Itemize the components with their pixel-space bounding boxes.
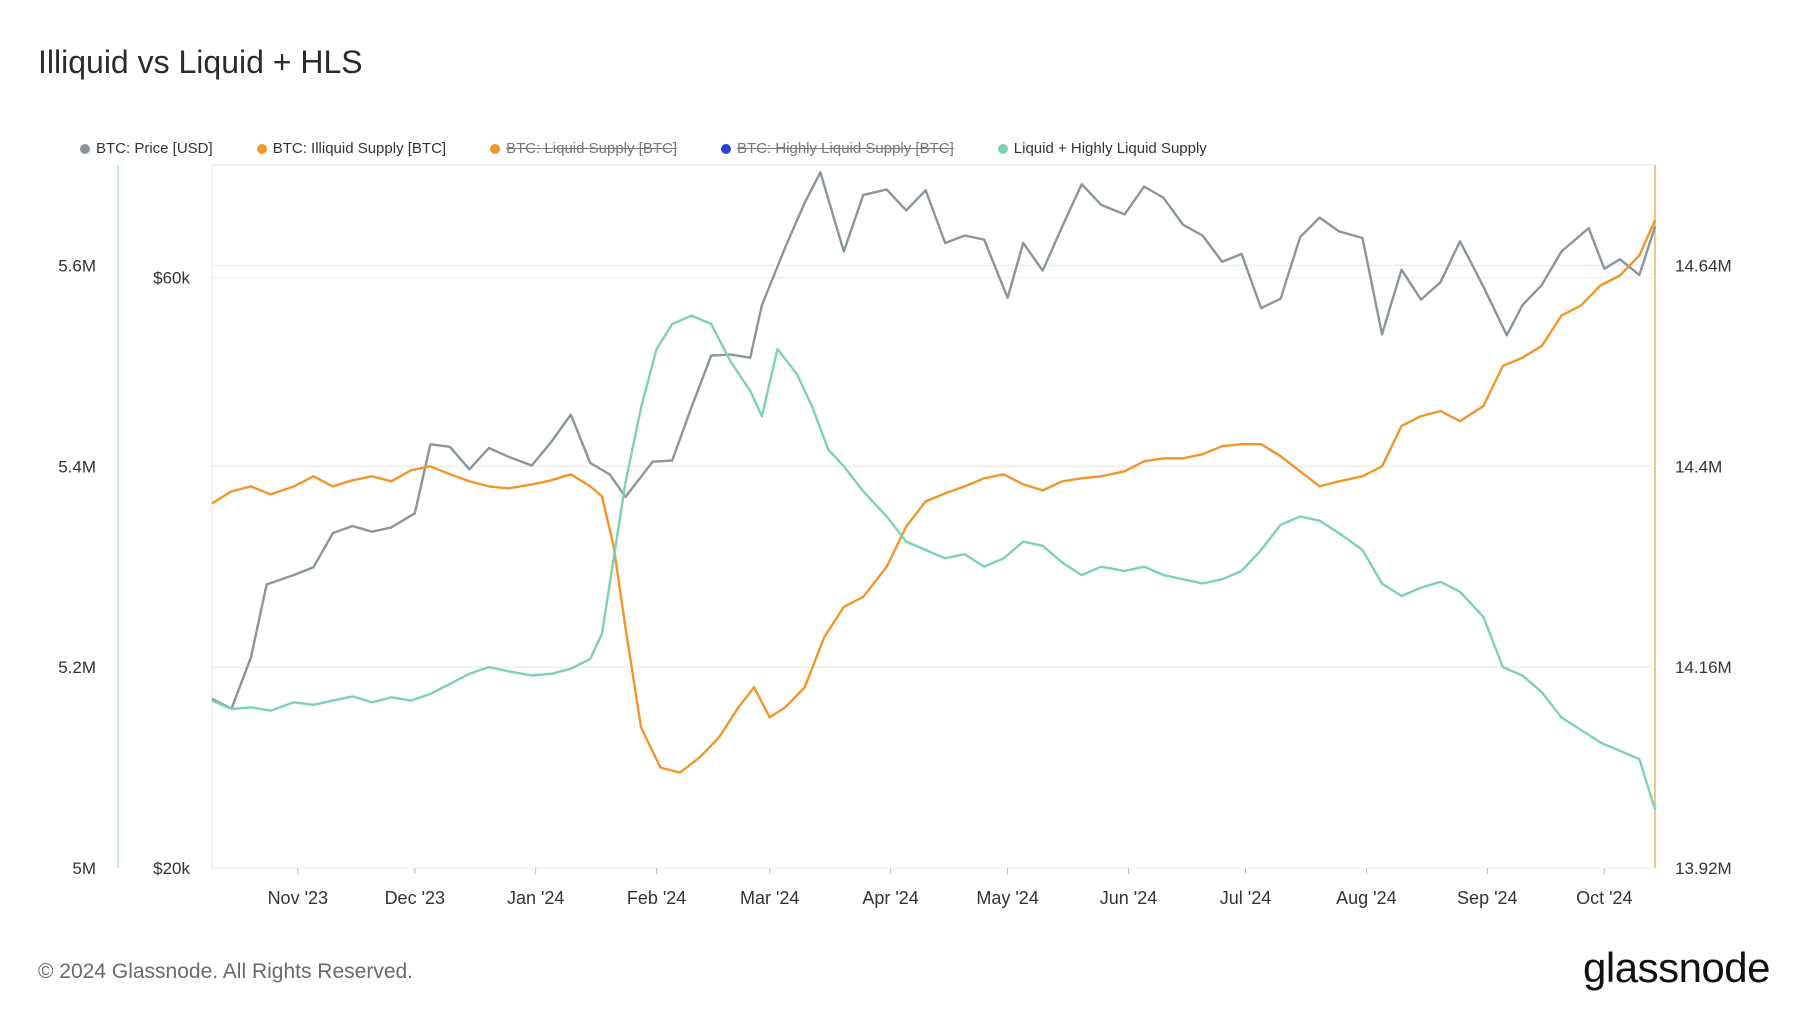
y-tick-label-left: 5.4M bbox=[58, 457, 96, 476]
legend-dot-icon bbox=[490, 143, 501, 154]
x-tick-label: Dec '23 bbox=[385, 888, 445, 908]
copyright-footer: © 2024 Glassnode. All Rights Reserved. bbox=[38, 960, 414, 983]
legend-item-price[interactable]: BTC: Price [USD] bbox=[80, 140, 213, 157]
series-line-liquid-highly-liquid-supply bbox=[211, 314, 1657, 810]
series-line-btc-illiquid-supply-btc bbox=[211, 219, 1657, 774]
x-tick-label: Feb '24 bbox=[627, 888, 686, 908]
x-tick-label: Oct '24 bbox=[1576, 888, 1632, 908]
legend-label: BTC: Liquid Supply [BTC] bbox=[506, 140, 677, 157]
chart-legend: BTC: Price [USD] BTC: Illiquid Supply [B… bbox=[80, 140, 1251, 157]
y-tick-label-right: 14.64M bbox=[1675, 256, 1732, 275]
glassnode-logo: glassnode bbox=[1583, 944, 1770, 991]
x-tick-label: May '24 bbox=[976, 888, 1038, 908]
legend-label: Liquid + Highly Liquid Supply bbox=[1013, 140, 1207, 157]
x-tick-label: Mar '24 bbox=[740, 888, 799, 908]
legend-label: BTC: Highly Liquid Supply [BTC] bbox=[737, 140, 954, 157]
chart-title: Illiquid vs Liquid + HLS bbox=[38, 44, 363, 80]
y-tick-label-right: 13.92M bbox=[1675, 859, 1732, 878]
x-tick-label: Nov '23 bbox=[268, 888, 328, 908]
legend-item-illiquid-supply[interactable]: BTC: Illiquid Supply [BTC] bbox=[256, 140, 447, 157]
x-tick-label: Jun '24 bbox=[1100, 888, 1157, 908]
legend-dot-icon bbox=[997, 143, 1008, 154]
legend-item-liquid-plus-hls[interactable]: Liquid + Highly Liquid Supply bbox=[997, 140, 1207, 157]
plot-frame bbox=[211, 164, 1656, 869]
y-tick-label-left: 5M bbox=[72, 859, 96, 878]
x-tick-label: Sep '24 bbox=[1457, 888, 1518, 908]
legend-label: BTC: Price [USD] bbox=[96, 140, 213, 157]
x-tick-label: Aug '24 bbox=[1336, 888, 1397, 908]
y-tick-label-right: 14.4M bbox=[1675, 457, 1722, 476]
y-tick-label-left: 5.6M bbox=[58, 256, 96, 275]
y-tick-label-price: $60k bbox=[153, 269, 190, 288]
y-tick-label-left: 5.2M bbox=[58, 658, 96, 677]
legend-dot-icon bbox=[721, 143, 731, 154]
y-tick-label-price: $20k bbox=[153, 859, 190, 878]
legend-item-highly-liquid-supply[interactable]: BTC: Highly Liquid Supply [BTC] bbox=[721, 140, 954, 157]
legend-dot-icon bbox=[80, 143, 90, 154]
legend-label: BTC: Illiquid Supply [BTC] bbox=[272, 140, 447, 157]
y-tick-label-right: 14.16M bbox=[1675, 658, 1732, 677]
series-line-btc-price-usd bbox=[211, 171, 1657, 710]
x-tick-label: Jan '24 bbox=[507, 888, 564, 908]
x-tick-label: Jul '24 bbox=[1220, 888, 1271, 908]
legend-item-liquid-supply[interactable]: BTC: Liquid Supply [BTC] bbox=[490, 140, 677, 157]
legend-dot-icon bbox=[256, 143, 267, 154]
x-tick-label: Apr '24 bbox=[862, 888, 918, 908]
